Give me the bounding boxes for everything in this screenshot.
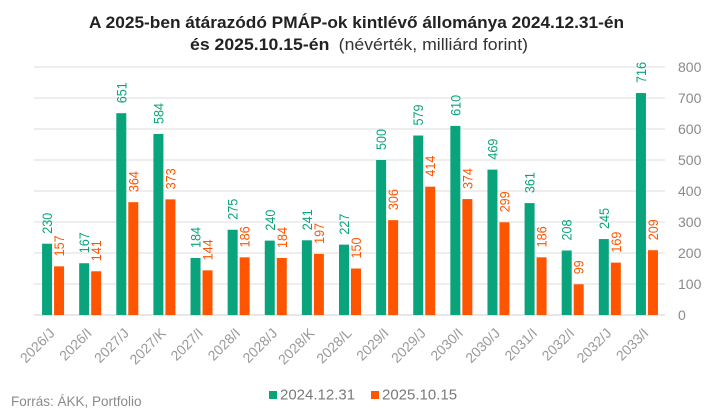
bar-series-2[interactable] (536, 257, 547, 315)
bar-series-1[interactable] (376, 160, 387, 315)
data-label-series-1: 579 (411, 105, 427, 126)
data-label-series-1: 275 (225, 199, 241, 220)
bar-series-2[interactable] (276, 257, 287, 315)
bars (42, 93, 658, 316)
bar-series-2[interactable] (573, 284, 584, 315)
chart-subtitle: (névérték, milliárd forint) (339, 35, 528, 54)
legend-item-series-2[interactable]: 2025.10.15 (371, 387, 457, 404)
bar-series-1[interactable] (264, 240, 275, 315)
data-label-series-1: 167 (77, 232, 93, 253)
bar-series-1[interactable] (561, 250, 572, 315)
bar-series-2[interactable] (313, 253, 324, 315)
data-label-series-2: 299 (497, 191, 513, 212)
legend: 2024.12.31 2025.10.15 (269, 387, 457, 404)
chart-title: A 2025-ben átárazódó PMÁP-ok kintlévő ál… (89, 13, 624, 32)
data-label-series-1: 584 (151, 103, 167, 124)
data-label-series-1: 500 (374, 129, 390, 150)
bar-series-1[interactable] (598, 239, 609, 315)
data-label-series-1: 610 (448, 95, 464, 116)
bar-series-2[interactable] (351, 268, 361, 316)
legend-label-series-2: 2025.10.15 (382, 387, 457, 404)
y-axis: 0 100 200 300 400 500 600 700 800 (678, 59, 702, 323)
bar-series-1[interactable] (42, 243, 53, 315)
data-label-series-1: 230 (39, 213, 55, 234)
data-label-series-2: 373 (163, 168, 179, 189)
y-tick-label: 200 (678, 245, 702, 261)
legend-item-series-1[interactable]: 2024.12.31 (269, 387, 355, 404)
data-label-series-1: 651 (114, 82, 130, 103)
data-label-series-1: 716 (633, 62, 649, 83)
data-label-series-1: 361 (522, 172, 538, 193)
data-label-series-2: 209 (645, 219, 661, 240)
y-tick-label: 300 (678, 214, 702, 230)
legend-swatch-series-1 (269, 391, 277, 399)
bar-series-1[interactable] (190, 257, 201, 315)
data-label-series-2: 169 (608, 232, 624, 253)
data-label-series-1: 227 (336, 214, 352, 235)
bar-series-1[interactable] (79, 263, 90, 315)
data-label-series-2: 186 (534, 226, 550, 247)
data-label-series-2: 186 (237, 226, 253, 247)
y-tick-label: 0 (678, 307, 686, 323)
data-label-series-2: 141 (89, 240, 105, 261)
y-tick-label: 100 (678, 276, 702, 292)
data-label-series-2: 374 (460, 168, 476, 189)
bar-series-2[interactable] (647, 250, 658, 315)
bar-series-2[interactable] (202, 270, 213, 315)
y-tick-label: 400 (678, 183, 702, 199)
data-label-series-1: 240 (262, 210, 278, 231)
data-label-series-1: 184 (188, 227, 204, 248)
data-label-series-1: 241 (299, 209, 315, 230)
y-tick-label: 600 (678, 121, 702, 137)
bar-series-2[interactable] (165, 199, 176, 315)
bar-series-2[interactable] (91, 271, 102, 315)
data-label-series-2: 184 (274, 227, 290, 248)
data-label-series-1: 208 (559, 220, 575, 241)
data-label-series-2: 306 (386, 189, 402, 210)
bar-series-1[interactable] (450, 125, 461, 316)
data-label-series-1: 245 (596, 208, 612, 229)
bar-series-1[interactable] (301, 240, 312, 315)
chart-title-line2-bold: és 2025.10.15-én (190, 35, 329, 54)
bar-series-1[interactable] (413, 135, 424, 315)
bar-series-1[interactable] (524, 203, 535, 315)
source-note: Forrás: ÁKK, Portfolio (11, 394, 142, 409)
bar-series-1[interactable] (339, 244, 349, 315)
chart-title-line2: és 2025.10.15-én (névérték, milliárd fori… (190, 35, 528, 54)
data-label-series-2: 364 (126, 171, 142, 192)
bar-series-2[interactable] (239, 257, 250, 315)
bar-series-2[interactable] (128, 202, 139, 315)
data-label-series-2: 144 (200, 239, 216, 260)
bar-series-1[interactable] (635, 93, 646, 315)
bar-series-2[interactable] (54, 266, 65, 315)
legend-label-series-1: 2024.12.31 (280, 387, 355, 404)
bar-series-2[interactable] (388, 220, 399, 315)
legend-swatch-series-2 (371, 391, 379, 399)
data-label-series-2: 414 (423, 156, 439, 177)
bar-series-2[interactable] (610, 262, 621, 315)
data-label-series-1: 469 (485, 139, 501, 160)
y-tick-label: 800 (678, 59, 702, 75)
bar-series-1[interactable] (153, 133, 164, 315)
data-label-series-2: 157 (51, 235, 67, 256)
bar-series-1[interactable] (227, 229, 238, 315)
data-label-series-2: 197 (311, 223, 327, 244)
gridlines (34, 66, 665, 285)
y-tick-label: 700 (678, 90, 702, 106)
bar-series-1[interactable] (487, 169, 498, 315)
y-tick-label: 500 (678, 152, 702, 168)
bar-series-2[interactable] (462, 199, 473, 315)
bar-series-1[interactable] (116, 113, 127, 315)
data-label-series-2: 99 (571, 260, 587, 274)
data-label-series-2: 150 (348, 238, 364, 259)
bar-series-2[interactable] (499, 222, 510, 315)
bar-series-2[interactable] (425, 186, 436, 315)
